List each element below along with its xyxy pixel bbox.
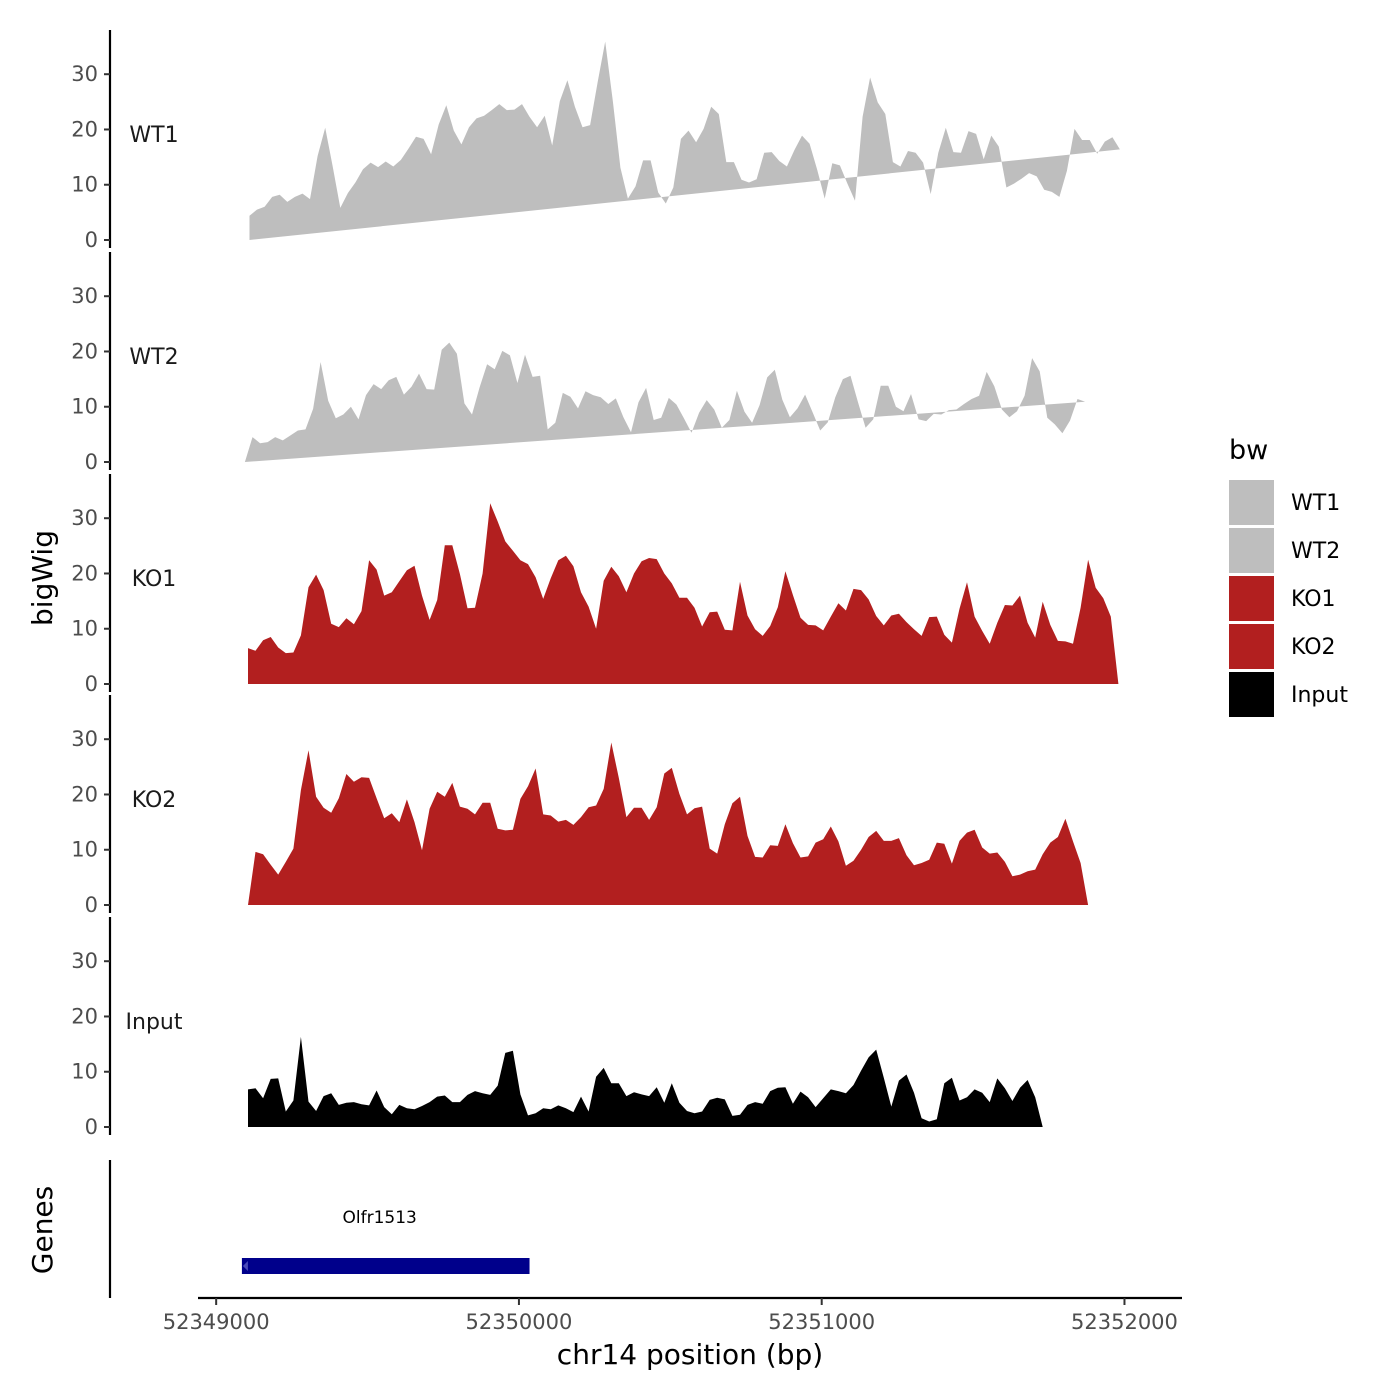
- legend-swatch-wt2: [1229, 528, 1274, 573]
- legend-title: bw: [1229, 435, 1268, 466]
- panel-input: 0 10 20 30 Input: [71, 917, 1043, 1139]
- track-label-wt1: WT1: [129, 123, 178, 148]
- y-tick-label: 0: [85, 1115, 98, 1139]
- legend-label-ko1: KO1: [1291, 587, 1336, 612]
- y-tick-label: 30: [71, 949, 98, 973]
- y-tick-label: 0: [85, 672, 98, 696]
- track-label-ko1: KO1: [132, 567, 177, 592]
- panel-ko2: 0 10 20 30 KO2: [71, 695, 1089, 917]
- legend-label-ko2: KO2: [1291, 635, 1336, 660]
- legend: bw WT1 WT2 KO1 KO2 Input: [1229, 435, 1348, 717]
- x-tick-label: 52352000: [1071, 1310, 1178, 1334]
- y-tick-label: 30: [71, 727, 98, 751]
- area-wt2: [244, 342, 1086, 462]
- strand-arrow-icon: [242, 1261, 248, 1271]
- tracks: 0 10 20 30 WT1 0 10 20 30 WT2 0 10 20 30 KO1 0 10 20 30 KO2…: [71, 30, 1120, 1139]
- y-tick-label: 10: [71, 617, 98, 641]
- x-tick-label: 52349000: [163, 1310, 270, 1334]
- y-tick-label: 20: [71, 117, 98, 141]
- gene-label: Olfr1513: [343, 1208, 417, 1228]
- y-tick-label: 20: [71, 1004, 98, 1028]
- y-tick-label: 0: [85, 893, 98, 917]
- y-tick-label: 10: [71, 173, 98, 197]
- y-tick-label: 10: [71, 838, 98, 862]
- y-tick-label: 30: [71, 506, 98, 530]
- track-label-ko2: KO2: [132, 788, 177, 813]
- legend-swatch-ko1: [1229, 576, 1274, 621]
- area-wt1: [249, 41, 1120, 240]
- panel-wt2: 0 10 20 30 WT2: [71, 252, 1086, 474]
- legend-swatch-input: [1229, 672, 1274, 717]
- y-tick-label: 0: [85, 450, 98, 474]
- legend-label-wt2: WT2: [1291, 539, 1340, 564]
- y-tick-label: 20: [71, 561, 98, 585]
- track-label-wt2: WT2: [129, 345, 178, 370]
- area-ko1: [248, 503, 1119, 684]
- y-tick-label: 10: [71, 395, 98, 419]
- x-tick-label: 52351000: [768, 1310, 875, 1334]
- area-input: [248, 1036, 1043, 1127]
- y-tick-label: 20: [71, 782, 98, 806]
- gene-track: Olfr1513: [108, 1160, 530, 1298]
- x-axis: 52349000 52350000 52351000 52352000: [163, 1296, 1182, 1334]
- legend-swatch-ko2: [1229, 624, 1274, 669]
- genes-track-title: Genes: [26, 1186, 59, 1274]
- y-tick-label: 30: [71, 284, 98, 308]
- panel-ko1: 0 10 20 30 KO1: [71, 474, 1119, 696]
- gene-body-olfr1513: [241, 1258, 530, 1274]
- y-tick-label: 0: [85, 228, 98, 252]
- legend-label-input: Input: [1291, 683, 1348, 708]
- y-tick-label: 30: [71, 62, 98, 86]
- x-axis-title: chr14 position (bp): [557, 1338, 823, 1371]
- legend-label-wt1: WT1: [1291, 491, 1340, 516]
- y-tick-label: 10: [71, 1060, 98, 1084]
- legend-swatch-wt1: [1229, 480, 1274, 525]
- y-tick-label: 20: [71, 339, 98, 363]
- area-ko2: [248, 742, 1089, 905]
- y-axis-title: bigWig: [26, 530, 59, 626]
- x-tick-label: 52350000: [465, 1310, 572, 1334]
- panel-wt1: 0 10 20 30 WT1: [71, 30, 1120, 252]
- track-label-input: Input: [126, 1010, 183, 1035]
